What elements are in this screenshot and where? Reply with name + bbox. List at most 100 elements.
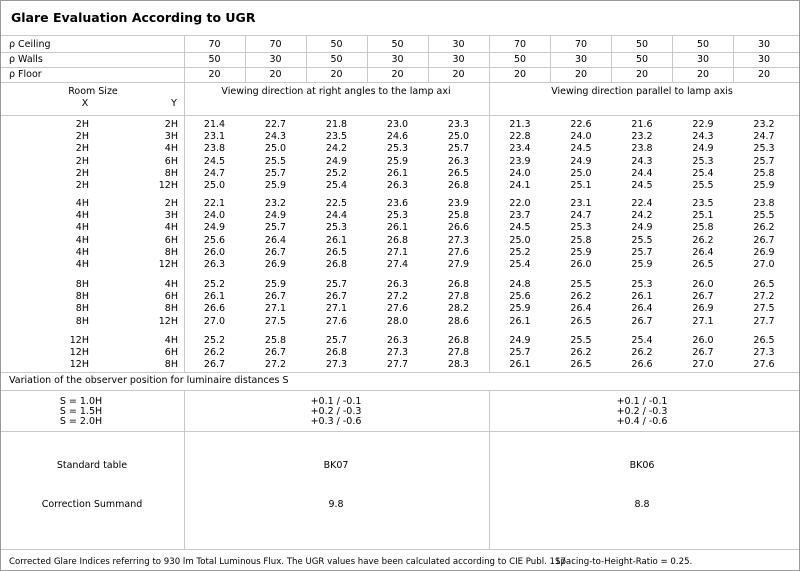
ugr-value: 27.6 [753,359,775,371]
rule [367,35,368,82]
reflectance-value: 20 [391,69,404,80]
ugr-value: 24.3 [264,131,287,143]
reflectance-value: 20 [635,69,649,80]
ugr-value: 26.6 [631,359,653,371]
ugr-value: 24.9 [203,222,226,234]
ugr-value: 26.6 [447,222,470,234]
ugr-value: 25.0 [264,143,287,155]
rule [489,390,490,549]
room-y: 6H [164,234,178,246]
rule [1,67,799,68]
ugr-value: 23.5 [692,198,714,209]
ugr-value: 26.4 [692,246,714,258]
ugr-value: 26.1 [509,315,531,327]
room-y: 4H [164,222,178,234]
ugr-value: 27.2 [264,359,287,371]
ugr-value: 24.5 [203,155,226,167]
ugr-value: 24.9 [264,210,287,222]
ugr-value: 26.3 [203,259,226,270]
ugr-value: 26.2 [570,291,592,303]
reflectance-value: 70 [208,39,221,50]
ugr-value: 24.0 [570,131,592,143]
ugr-value: 27.6 [325,315,348,327]
ugr-value: 25.5 [570,335,592,346]
ugr-value: 28.6 [447,315,470,327]
rule [245,35,246,82]
ugr-value: 25.2 [509,246,531,258]
ugr-value: 23.0 [386,119,409,130]
ugr-value: 23.5 [325,131,348,143]
ugr-value: 25.9 [386,155,409,167]
title: Glare Evaluation According to UGR [11,10,256,25]
ugr-value: 24.2 [325,143,348,155]
ugr-value: 26.1 [203,291,226,303]
room-x: 8H [75,315,89,327]
ugr-value: 25.2 [325,167,348,179]
ugr-value: 28.3 [447,359,470,371]
ugr-value: 25.0 [203,180,226,191]
ugr-value: 26.9 [692,303,714,315]
ugr-value: 26.1 [631,291,653,303]
standard-table-label: Standard table [56,460,128,471]
ugr-value: 27.0 [753,259,775,270]
ugr-value: 22.1 [203,198,226,209]
ugr-value: 24.8 [509,279,531,290]
rule [550,35,551,82]
ugr-value: 27.7 [753,315,775,327]
correction-right: 8.8 [634,499,650,510]
ugr-value: 26.5 [753,279,775,290]
room-y: 3H [164,210,178,222]
room-x: 2H [75,119,89,130]
ugr-value: 26.2 [631,347,653,359]
room-x: 2H [75,131,89,143]
room-size-header: Room Size [68,86,118,97]
ugr-value: 24.7 [203,167,226,179]
ugr-value: 27.2 [753,291,775,303]
ugr-value: 22.7 [264,119,287,130]
variation-left: +0.2 / -0.3 [310,406,362,417]
rule [1,372,799,373]
ugr-value: 25.0 [447,131,470,143]
ugr-value: 25.5 [753,210,775,222]
ugr-value: 26.2 [203,347,226,359]
ugr-value: 24.7 [753,131,775,143]
ugr-value: 27.1 [692,315,714,327]
ugr-value: 25.9 [570,246,592,258]
ugr-value: 25.4 [325,180,348,191]
ugr-value: 26.7 [264,347,287,359]
room-y: 4H [164,143,178,155]
ugr-value: 23.4 [509,143,531,155]
ugr-value: 26.1 [386,167,409,179]
room-x: 8H [75,303,89,315]
ugr-value: 25.5 [692,180,714,191]
room-y: 6H [164,155,178,167]
s-label: S = 2.0H [59,416,103,427]
ugr-value: 25.4 [631,335,653,346]
ugr-value: 23.1 [203,131,226,143]
ugr-value: 24.9 [325,155,348,167]
room-y: 4H [164,279,178,290]
reflectance-value: 70 [574,39,588,50]
ugr-value: 26.0 [692,335,714,346]
ugr-value: 27.4 [386,259,409,270]
left-direction-header: Viewing direction at right angles to the… [221,86,451,97]
ugr-value: 25.1 [570,180,592,191]
ugr-value: 26.5 [570,359,592,371]
ugr-value: 27.1 [325,303,348,315]
ugr-value: 26.1 [386,222,409,234]
reflectance-value: 20 [330,69,343,80]
rule [306,35,307,82]
ugr-value: 26.4 [264,234,287,246]
ugr-value: 26.5 [570,315,592,327]
ugr-value: 25.2 [203,279,226,290]
reflectance-value: 50 [635,39,649,50]
ugr-value: 26.7 [753,234,775,246]
ugr-value: 26.8 [447,279,470,290]
ugr-value: 25.7 [264,167,287,179]
ugr-value: 25.3 [753,143,775,155]
ugr-value: 26.8 [447,180,470,191]
room-y: 12H [158,259,178,270]
ugr-value: 25.6 [203,234,226,246]
ugr-value: 26.3 [386,335,409,346]
ugr-value: 24.6 [386,131,409,143]
